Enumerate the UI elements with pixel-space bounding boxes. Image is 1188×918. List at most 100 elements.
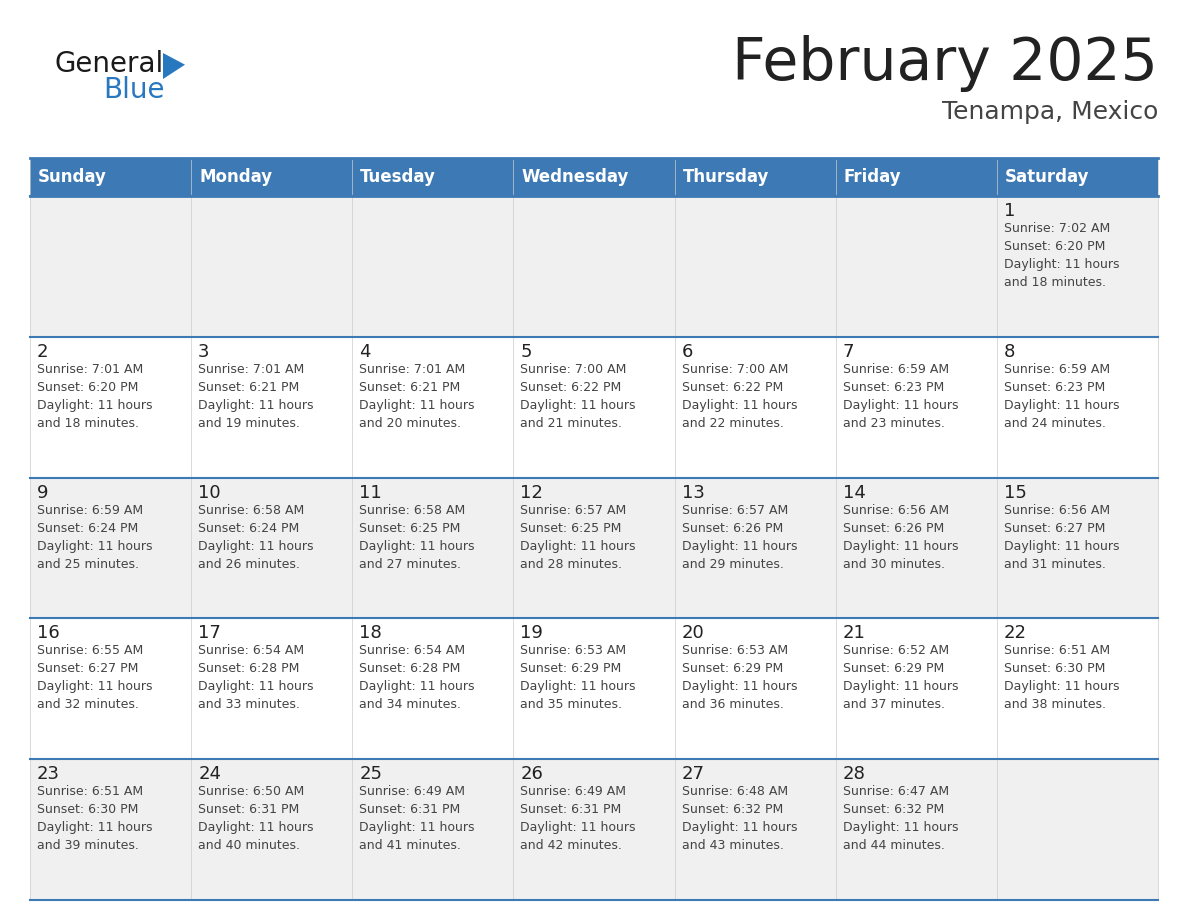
Text: Sunrise: 7:02 AM: Sunrise: 7:02 AM: [1004, 222, 1110, 235]
Text: Sunset: 6:32 PM: Sunset: 6:32 PM: [842, 803, 944, 816]
Text: Sunset: 6:32 PM: Sunset: 6:32 PM: [682, 803, 783, 816]
Text: Daylight: 11 hours: Daylight: 11 hours: [198, 822, 314, 834]
Text: 25: 25: [359, 766, 383, 783]
Text: Sunset: 6:21 PM: Sunset: 6:21 PM: [198, 381, 299, 394]
Bar: [30, 337, 1158, 477]
Text: and 34 minutes.: and 34 minutes.: [359, 699, 461, 711]
Text: Sunset: 6:30 PM: Sunset: 6:30 PM: [1004, 663, 1105, 676]
Text: Sunset: 6:24 PM: Sunset: 6:24 PM: [37, 521, 138, 534]
Text: Daylight: 11 hours: Daylight: 11 hours: [37, 680, 152, 693]
Text: Daylight: 11 hours: Daylight: 11 hours: [198, 398, 314, 412]
Text: Sunrise: 6:47 AM: Sunrise: 6:47 AM: [842, 785, 949, 798]
Text: Daylight: 11 hours: Daylight: 11 hours: [842, 540, 959, 553]
Text: Sunset: 6:29 PM: Sunset: 6:29 PM: [520, 663, 621, 676]
Text: Sunday: Sunday: [38, 168, 107, 186]
Text: Daylight: 11 hours: Daylight: 11 hours: [842, 398, 959, 412]
Text: and 32 minutes.: and 32 minutes.: [37, 699, 139, 711]
Text: and 24 minutes.: and 24 minutes.: [1004, 417, 1106, 430]
Text: Daylight: 11 hours: Daylight: 11 hours: [1004, 398, 1119, 412]
Text: Daylight: 11 hours: Daylight: 11 hours: [1004, 680, 1119, 693]
Text: and 21 minutes.: and 21 minutes.: [520, 417, 623, 430]
Text: 27: 27: [682, 766, 704, 783]
Text: Sunrise: 6:53 AM: Sunrise: 6:53 AM: [682, 644, 788, 657]
Text: and 22 minutes.: and 22 minutes.: [682, 417, 783, 430]
Text: 24: 24: [198, 766, 221, 783]
Text: Sunset: 6:31 PM: Sunset: 6:31 PM: [198, 803, 299, 816]
Text: 12: 12: [520, 484, 543, 501]
Text: Sunrise: 6:58 AM: Sunrise: 6:58 AM: [198, 504, 304, 517]
Text: Sunrise: 6:57 AM: Sunrise: 6:57 AM: [682, 504, 788, 517]
Text: and 37 minutes.: and 37 minutes.: [842, 699, 944, 711]
Text: Sunset: 6:31 PM: Sunset: 6:31 PM: [520, 803, 621, 816]
Text: Sunrise: 6:57 AM: Sunrise: 6:57 AM: [520, 504, 627, 517]
Text: Sunrise: 6:51 AM: Sunrise: 6:51 AM: [37, 785, 143, 798]
Text: 9: 9: [37, 484, 49, 501]
Bar: [30, 759, 1158, 900]
Text: Daylight: 11 hours: Daylight: 11 hours: [37, 822, 152, 834]
Text: Sunrise: 6:59 AM: Sunrise: 6:59 AM: [37, 504, 143, 517]
Text: and 29 minutes.: and 29 minutes.: [682, 557, 783, 571]
Text: Sunrise: 6:55 AM: Sunrise: 6:55 AM: [37, 644, 144, 657]
Text: and 27 minutes.: and 27 minutes.: [359, 557, 461, 571]
Text: Daylight: 11 hours: Daylight: 11 hours: [520, 680, 636, 693]
Text: and 36 minutes.: and 36 minutes.: [682, 699, 783, 711]
Text: 1: 1: [1004, 202, 1016, 220]
Text: Sunrise: 6:59 AM: Sunrise: 6:59 AM: [842, 363, 949, 375]
Text: Sunrise: 6:49 AM: Sunrise: 6:49 AM: [359, 785, 466, 798]
Text: 8: 8: [1004, 342, 1016, 361]
Text: 11: 11: [359, 484, 383, 501]
Text: Sunset: 6:31 PM: Sunset: 6:31 PM: [359, 803, 461, 816]
Text: and 42 minutes.: and 42 minutes.: [520, 839, 623, 852]
Text: Sunrise: 7:01 AM: Sunrise: 7:01 AM: [198, 363, 304, 375]
Text: and 40 minutes.: and 40 minutes.: [198, 839, 301, 852]
Text: Daylight: 11 hours: Daylight: 11 hours: [682, 680, 797, 693]
Text: Daylight: 11 hours: Daylight: 11 hours: [842, 822, 959, 834]
Text: Sunrise: 6:49 AM: Sunrise: 6:49 AM: [520, 785, 626, 798]
Text: Sunset: 6:29 PM: Sunset: 6:29 PM: [682, 663, 783, 676]
Text: and 20 minutes.: and 20 minutes.: [359, 417, 461, 430]
Polygon shape: [163, 53, 185, 79]
Text: and 26 minutes.: and 26 minutes.: [198, 557, 301, 571]
Text: Sunset: 6:23 PM: Sunset: 6:23 PM: [1004, 381, 1105, 394]
Text: 22: 22: [1004, 624, 1026, 643]
Text: Sunset: 6:30 PM: Sunset: 6:30 PM: [37, 803, 138, 816]
Text: and 41 minutes.: and 41 minutes.: [359, 839, 461, 852]
Text: and 44 minutes.: and 44 minutes.: [842, 839, 944, 852]
Text: Sunset: 6:29 PM: Sunset: 6:29 PM: [842, 663, 944, 676]
Text: Wednesday: Wednesday: [522, 168, 628, 186]
Text: Sunrise: 6:51 AM: Sunrise: 6:51 AM: [1004, 644, 1110, 657]
Text: Daylight: 11 hours: Daylight: 11 hours: [520, 540, 636, 553]
Text: and 23 minutes.: and 23 minutes.: [842, 417, 944, 430]
Text: Daylight: 11 hours: Daylight: 11 hours: [37, 398, 152, 412]
Text: 5: 5: [520, 342, 532, 361]
Text: Sunset: 6:26 PM: Sunset: 6:26 PM: [682, 521, 783, 534]
Text: Sunset: 6:28 PM: Sunset: 6:28 PM: [359, 663, 461, 676]
Text: Sunset: 6:22 PM: Sunset: 6:22 PM: [682, 381, 783, 394]
Text: Sunset: 6:26 PM: Sunset: 6:26 PM: [842, 521, 944, 534]
Text: Daylight: 11 hours: Daylight: 11 hours: [198, 540, 314, 553]
Bar: [30, 619, 1158, 759]
Text: Sunrise: 7:00 AM: Sunrise: 7:00 AM: [682, 363, 788, 375]
Text: Sunrise: 7:01 AM: Sunrise: 7:01 AM: [359, 363, 466, 375]
Text: and 33 minutes.: and 33 minutes.: [198, 699, 301, 711]
Text: and 19 minutes.: and 19 minutes.: [198, 417, 301, 430]
Text: Sunset: 6:20 PM: Sunset: 6:20 PM: [37, 381, 138, 394]
Text: Sunrise: 6:56 AM: Sunrise: 6:56 AM: [842, 504, 949, 517]
Text: and 30 minutes.: and 30 minutes.: [842, 557, 944, 571]
Text: Tuesday: Tuesday: [360, 168, 436, 186]
Text: Sunset: 6:23 PM: Sunset: 6:23 PM: [842, 381, 944, 394]
Text: Daylight: 11 hours: Daylight: 11 hours: [520, 822, 636, 834]
Text: Daylight: 11 hours: Daylight: 11 hours: [682, 822, 797, 834]
Text: Sunset: 6:25 PM: Sunset: 6:25 PM: [359, 521, 461, 534]
Text: Sunrise: 7:01 AM: Sunrise: 7:01 AM: [37, 363, 144, 375]
Text: Sunset: 6:21 PM: Sunset: 6:21 PM: [359, 381, 461, 394]
Text: 2: 2: [37, 342, 49, 361]
Text: 15: 15: [1004, 484, 1026, 501]
Text: and 38 minutes.: and 38 minutes.: [1004, 699, 1106, 711]
Text: 21: 21: [842, 624, 866, 643]
Text: Daylight: 11 hours: Daylight: 11 hours: [198, 680, 314, 693]
Text: 7: 7: [842, 342, 854, 361]
Text: Sunset: 6:27 PM: Sunset: 6:27 PM: [1004, 521, 1105, 534]
Text: Sunrise: 6:54 AM: Sunrise: 6:54 AM: [359, 644, 466, 657]
Text: and 31 minutes.: and 31 minutes.: [1004, 557, 1106, 571]
